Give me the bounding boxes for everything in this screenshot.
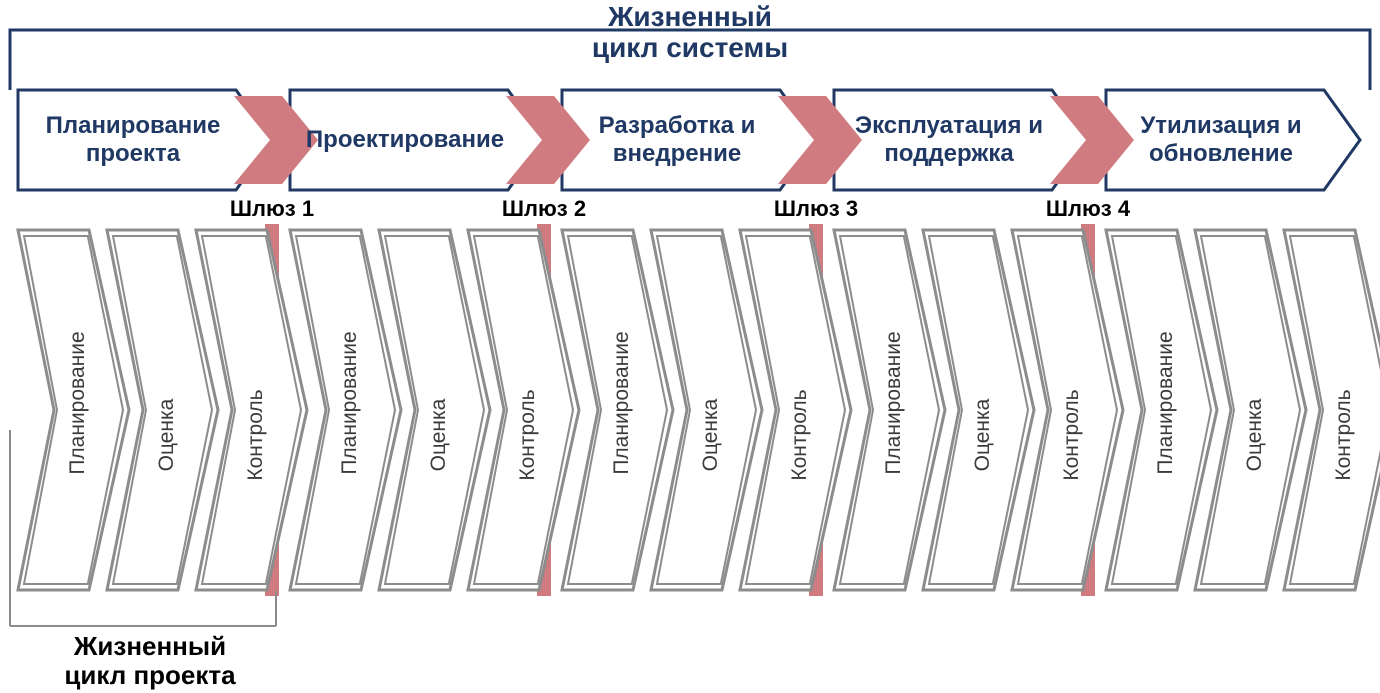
sub-0-0: Планирование — [66, 323, 90, 483]
sub-2-0: Планирование — [610, 323, 634, 483]
gate-label-2: Шлюз 3 — [756, 196, 876, 222]
sub-2-1: Оценка — [699, 355, 723, 515]
project-lifecycle-title: Жизненныйцикл проекта — [40, 632, 260, 689]
sub-4-1: Оценка — [1243, 355, 1267, 515]
phase-0: Планирование проекта — [26, 110, 240, 170]
sub-1-1: Оценка — [427, 355, 451, 515]
sub-3-0: Планирование — [882, 323, 906, 483]
sub-4-2: Контроль — [1332, 355, 1356, 515]
sub-1-0: Планирование — [338, 323, 362, 483]
phase-1: Проектирование — [298, 110, 512, 170]
sub-4-0: Планирование — [1154, 323, 1178, 483]
sub-2-2: Контроль — [788, 355, 812, 515]
phase-3: Эксплуатация и поддержка — [842, 110, 1056, 170]
gate-label-3: Шлюз 4 — [1028, 196, 1148, 222]
system-lifecycle-title: Жизненныйцикл системы — [500, 2, 880, 64]
gate-label-0: Шлюз 1 — [212, 196, 332, 222]
gate-label-1: Шлюз 2 — [484, 196, 604, 222]
phase-4: Утилизация и обновление — [1114, 110, 1328, 170]
sub-1-2: Контроль — [516, 355, 540, 515]
sub-3-1: Оценка — [971, 355, 995, 515]
phase-2: Разработка и внедрение — [570, 110, 784, 170]
sub-0-1: Оценка — [155, 355, 179, 515]
sub-3-2: Контроль — [1060, 355, 1084, 515]
sub-0-2: Контроль — [244, 355, 268, 515]
